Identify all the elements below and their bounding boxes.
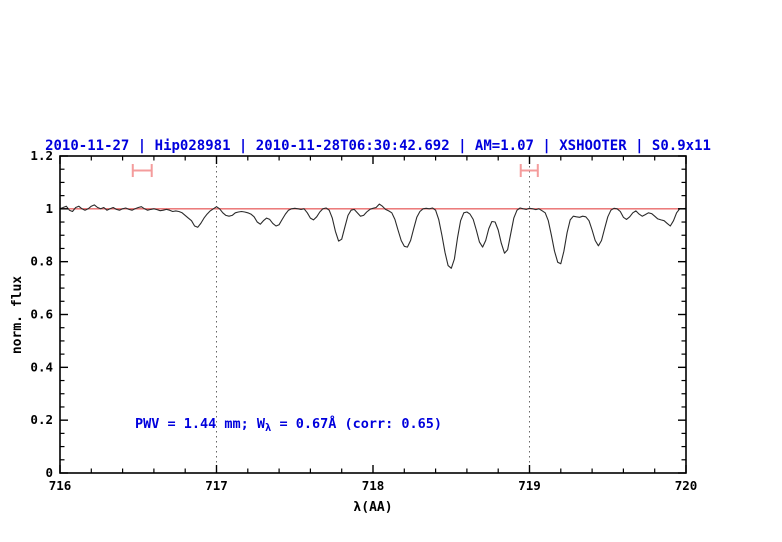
y-tick-label: 1.2: [30, 148, 53, 163]
pwv-annotation-subscript: λ: [265, 422, 271, 434]
x-tick-label: 720: [675, 478, 698, 493]
x-tick-label: 716: [49, 478, 72, 493]
pwv-annotation-pre: PWV = 1.44 mm; W: [135, 416, 266, 432]
plot-title: 2010-11-27 | Hip028981 | 2010-11-28T06:3…: [45, 138, 711, 154]
x-tick-label: 719: [518, 478, 541, 493]
y-tick-label: 0: [45, 465, 53, 480]
pwv-annotation: PWV = 1.44 mm; Wλ = 0.67Å (corr: 0.65): [135, 415, 442, 434]
pwv-interval-markers: [131, 164, 539, 178]
spectrum-polyline: [59, 203, 687, 269]
y-tick-label: 1: [45, 201, 53, 216]
x-tick-label: 718: [362, 478, 385, 493]
y-tick-label: 0.6: [30, 307, 53, 322]
y-axis-ticks: 0 0.2 0.4 0.6 0.8 1 1.2: [30, 148, 686, 480]
x-axis-label: λ(AA): [353, 500, 392, 515]
x-tick-label: 717: [205, 478, 228, 493]
spectrum-trace: [59, 203, 687, 269]
x-axis-ticks: 716 717 718 719 720: [49, 156, 698, 493]
y-tick-label: 0.4: [30, 359, 53, 374]
y-tick-label: 0.8: [30, 254, 53, 269]
y-axis-label: norm. flux: [10, 276, 25, 354]
pwv-annotation-post: = 0.67Å (corr: 0.65): [271, 415, 442, 432]
y-tick-label: 0.2: [30, 412, 53, 427]
